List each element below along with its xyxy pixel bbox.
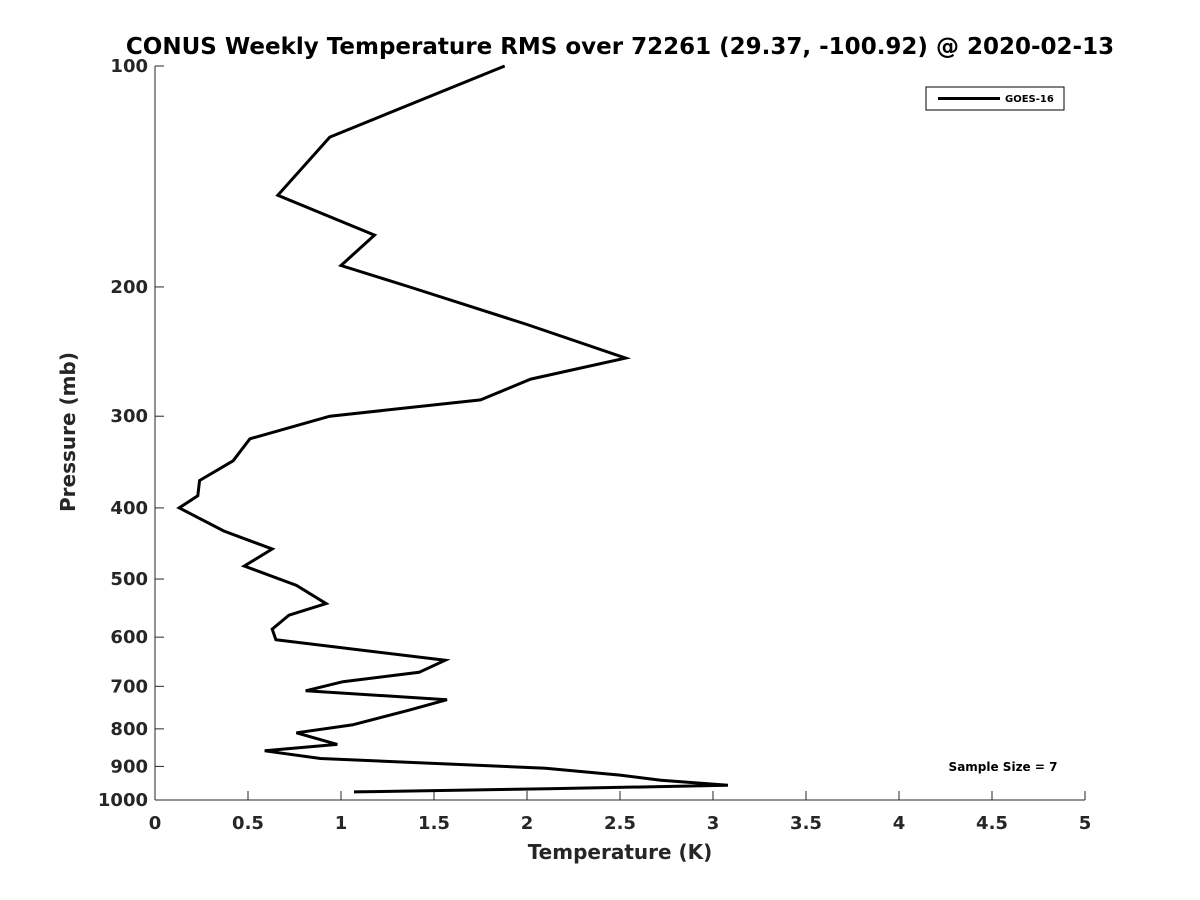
x-tick-label: 4.5 bbox=[976, 813, 1008, 834]
x-tick-label: 1.5 bbox=[418, 813, 450, 834]
sample-size-annotation: Sample Size = 7 bbox=[949, 760, 1058, 774]
x-tick-label: 4 bbox=[893, 813, 906, 834]
series-layer bbox=[176, 64, 729, 794]
y-tick-label: 600 bbox=[110, 627, 148, 648]
y-tick-label: 900 bbox=[110, 756, 148, 777]
y-tick-label: 1000 bbox=[98, 790, 148, 811]
x-tick-label: 1 bbox=[335, 813, 348, 834]
y-tick-label: 700 bbox=[110, 676, 148, 697]
legend-label: GOES-16 bbox=[1005, 94, 1054, 105]
x-tick-label: 5 bbox=[1079, 813, 1092, 834]
legend: GOES-16 bbox=[925, 86, 1065, 111]
y-tick-label: 300 bbox=[110, 406, 148, 427]
y-tick-label: 400 bbox=[110, 498, 148, 519]
x-tick-label: 0 bbox=[149, 813, 162, 834]
x-tick-label: 3 bbox=[707, 813, 720, 834]
y-tick-label: 100 bbox=[110, 56, 148, 77]
y-tick-label: 500 bbox=[110, 569, 148, 590]
ticks: 0 0.5 1 1.5 2 2.5 3 3.5 4 4.5 5 100 200 300 400 500 600 7… bbox=[98, 56, 1091, 834]
y-tick-label: 800 bbox=[110, 719, 148, 740]
y-tick-label: 200 bbox=[110, 277, 148, 298]
chart-title: CONUS Weekly Temperature RMS over 72261 … bbox=[126, 34, 1114, 60]
x-axis-title: Temperature (K) bbox=[528, 840, 713, 864]
x-tick-label: 0.5 bbox=[232, 813, 264, 834]
y-axis-title: Pressure (mb) bbox=[56, 352, 80, 512]
x-tick-label: 2.5 bbox=[604, 813, 636, 834]
x-tick-label: 2 bbox=[521, 813, 534, 834]
series-line-goes-16 bbox=[176, 64, 729, 794]
x-tick-label: 3.5 bbox=[790, 813, 822, 834]
